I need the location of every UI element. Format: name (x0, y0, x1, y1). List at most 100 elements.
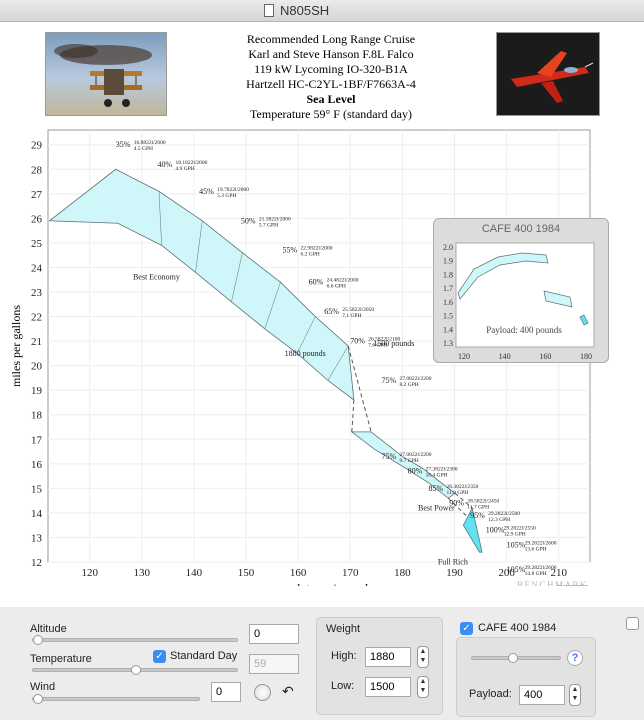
inset-y-tick: 1.5 (443, 312, 453, 321)
x-tick-label: 130 (134, 567, 151, 579)
full-rich-label: Full Rich (438, 557, 468, 566)
altitude-label: Altitude (30, 623, 67, 635)
window-title: N805SH (280, 3, 330, 18)
header-title: Recommended Long Range Cruise (246, 32, 416, 46)
power-detail-label: 27.0822l/2200 (400, 452, 432, 458)
header-aircraft: Karl and Steve Hanson F.8L Falco (248, 47, 414, 61)
standard-day-checkbox[interactable]: ✓ (153, 650, 166, 663)
weight-high-label: High: (331, 650, 357, 662)
power-percent-label: 45% (199, 187, 214, 196)
extra-option-checkbox[interactable] (626, 617, 639, 630)
weight-high-field[interactable]: 1880 (365, 647, 411, 667)
power-setting-line (158, 191, 162, 246)
y-tick-label: 27 (31, 189, 43, 201)
power-gph-label: 10.4 GPH (426, 473, 448, 479)
wind-direction-knob[interactable] (254, 684, 271, 701)
weight-low-label: Low: (331, 680, 355, 692)
y-tick-label: 14 (31, 508, 43, 520)
power-gph-label: 5.7 GPH (259, 222, 278, 228)
payload-stepper[interactable]: ▲ ▼ (569, 684, 581, 706)
inset-rich-band (579, 314, 589, 326)
power-detail-label: 25.5822l/2050 (342, 307, 374, 313)
power-detail-label: 29.2822l/2550 (504, 526, 536, 532)
power-percent-label: 40% (157, 160, 172, 169)
biplane-illustration (54, 44, 152, 107)
weight-high-stepper[interactable]: ▲ ▼ (417, 646, 429, 668)
inset-y-tick: 1.4 (443, 325, 453, 334)
power-gph-label: 4.9 GPH (175, 166, 194, 172)
power-detail-label: 29.2822l/2600 (525, 540, 557, 546)
inset-title: CAFE 400 1984 (481, 223, 561, 235)
power-gph-label: 6.2 GPH (301, 252, 320, 258)
header-altitude: Sea Level (306, 92, 356, 106)
power-percent-label: 90% (449, 499, 464, 508)
transition-dash-high (347, 345, 372, 433)
y-tick-label: 12 (31, 557, 42, 569)
x-tick-label: 150 (238, 567, 255, 579)
y-axis-label: miles per gallons (9, 305, 23, 387)
power-detail-label: 22.9822l/2000 (301, 246, 333, 252)
wind-slider-thumb[interactable] (33, 694, 43, 704)
controls-panel: Altitude 0 Temperature ✓ Standard Day 59… (0, 607, 644, 720)
power-detail-label: 27.0822l/2200 (400, 376, 432, 382)
x-tick-label: 190 (446, 567, 463, 579)
help-button[interactable]: ? (567, 650, 583, 666)
altitude-slider-thumb[interactable] (33, 635, 43, 645)
temperature-slider[interactable] (32, 665, 238, 675)
power-gph-label: 8.2 GPH (400, 382, 419, 388)
inset-y-tick: 1.3 (443, 339, 453, 348)
y-tick-label: 15 (31, 483, 43, 495)
altitude-field[interactable]: 0 (249, 624, 299, 644)
y-tick-label: 13 (31, 532, 43, 544)
inset-x-tick: 160 (539, 352, 551, 361)
weight-group: Weight High: 1880 ▲ ▼ Low: 1500 ▲ ▼ (316, 617, 443, 715)
transition-dash-low (351, 399, 355, 432)
y-tick-label: 28 (31, 164, 43, 176)
payload-slider[interactable] (471, 653, 561, 663)
power-detail-label: 29.2822l/2500 (488, 511, 520, 517)
power-detail-label: 19.7822l/2000 (217, 187, 249, 193)
power-percent-label: 100% (486, 526, 505, 535)
weight-low-stepper[interactable]: ▲ ▼ (417, 676, 429, 698)
weight-low-annotation: 1500 pounds (373, 339, 414, 348)
reset-icon[interactable]: ↶ (282, 683, 294, 699)
payload-field[interactable]: 400 (519, 685, 565, 705)
inset-x-tick: 120 (458, 352, 470, 361)
weight-low-field[interactable]: 1500 (365, 677, 411, 697)
x-tick-label: 180 (394, 567, 411, 579)
inset-lower-band (543, 290, 573, 308)
y-tick-label: 29 (31, 140, 43, 152)
y-tick-label: 16 (31, 459, 43, 471)
power-detail-label: 29.2822l/2600 (525, 565, 557, 571)
inset-y-tick: 2.0 (443, 243, 453, 252)
cafe-label: CAFE 400 1984 (478, 622, 557, 634)
power-gph-label: 7.1 GPH (342, 313, 361, 319)
power-detail-label: 24.4822l/2000 (327, 278, 359, 284)
inset-y-tick: 1.9 (443, 257, 453, 266)
cafe-checkbox[interactable]: ✓ (460, 622, 473, 635)
temperature-slider-thumb[interactable] (131, 665, 141, 675)
x-tick-label: 140 (186, 567, 203, 579)
power-gph-label: 11.0 GPH (446, 490, 468, 496)
power-percent-label: 70% (350, 337, 365, 346)
power-percent-label: 60% (309, 278, 324, 287)
payload-label: Payload: (469, 688, 512, 700)
payload-slider-thumb[interactable] (508, 653, 518, 663)
altitude-slider[interactable] (32, 635, 238, 645)
y-tick-label: 21 (31, 336, 42, 348)
temperature-field[interactable]: 59 (249, 654, 299, 674)
power-percent-label: 75% (382, 376, 397, 385)
weight-high-annotation: 1880 pounds (285, 349, 326, 358)
cafe-group: ? Payload: 400 ▲ ▼ (456, 637, 596, 717)
inset-upper-band (457, 252, 549, 300)
power-percent-label: 85% (428, 484, 443, 493)
wind-slider[interactable] (32, 694, 200, 704)
power-setting-line (231, 252, 243, 302)
power-setting-line (296, 316, 316, 354)
power-gph-label: 5.3 GPH (217, 193, 236, 199)
y-tick-label: 26 (31, 213, 43, 225)
wind-field[interactable]: 0 (211, 682, 241, 702)
power-gph-label: 7.6 GPH (368, 343, 387, 349)
power-setting-line (195, 220, 203, 273)
x-axis-label: mph true airspeed (282, 581, 368, 586)
